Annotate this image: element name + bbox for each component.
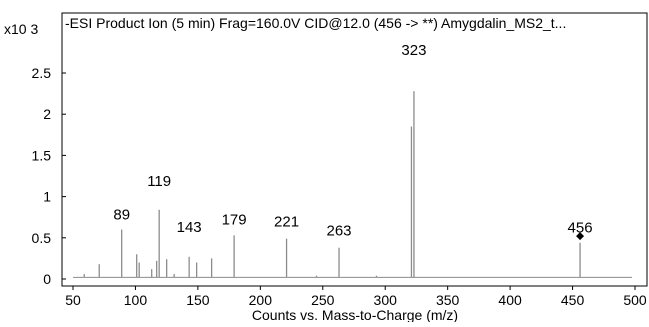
peaks-layer (73, 91, 632, 278)
x-tick-label-3: 200 (249, 292, 273, 308)
x-tick-label-7: 400 (498, 292, 522, 308)
x-axis: 50 100 150 200 250 300 350 400 450 500 (65, 286, 647, 308)
x-tick-label-0: 50 (65, 292, 81, 308)
x-tick-label-9: 500 (623, 292, 647, 308)
peak-label-221: 221 (274, 214, 299, 231)
precursor-marker (576, 232, 585, 241)
y-tick-label-5: 2.5 (32, 65, 52, 81)
y-tick-label-4: 2 (43, 106, 51, 122)
y-tick-label-2: 1 (43, 189, 51, 205)
peak-label-143: 143 (177, 219, 202, 236)
x-tick-label-2: 150 (186, 292, 210, 308)
peak-label-456: 456 (568, 220, 593, 237)
y-multiplier-label: x10 3 (4, 21, 38, 37)
y-tick-label-0: 0 (43, 271, 51, 287)
y-tick-label-3: 1.5 (32, 147, 52, 163)
x-tick-label-6: 350 (436, 292, 460, 308)
x-tick-label-5: 300 (374, 292, 398, 308)
y-tick-label-1: 0.5 (32, 230, 52, 246)
peak-label-89: 89 (113, 207, 130, 224)
x-tick-label-1: 100 (124, 292, 148, 308)
x-tick-label-4: 250 (311, 292, 335, 308)
peak-labels-layer: 89 119 143 179 221 263 323 456 (113, 42, 592, 240)
chart-title: -ESI Product Ion (5 min) Frag=160.0V CID… (65, 15, 566, 31)
peak-label-119: 119 (147, 173, 171, 190)
y-axis: 0 0.5 1 1.5 2 2.5 (32, 65, 66, 287)
x-axis-label: Counts vs. Mass-to-Charge (m/z) (252, 307, 458, 322)
plot-frame (61, 12, 648, 287)
peak-label-323: 323 (401, 42, 426, 59)
peak-label-179: 179 (222, 211, 247, 228)
x-tick-label-8: 450 (561, 292, 585, 308)
peak-label-263: 263 (326, 223, 351, 240)
